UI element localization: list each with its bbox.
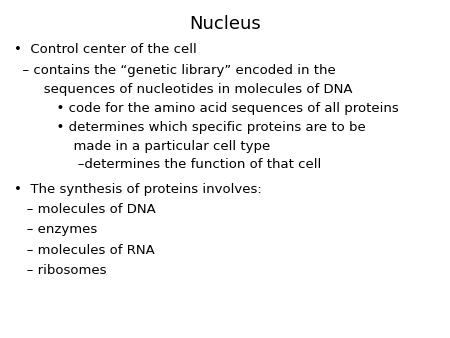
Text: – enzymes: – enzymes bbox=[14, 223, 97, 236]
Text: –determines the function of that cell: –determines the function of that cell bbox=[14, 158, 321, 171]
Text: made in a particular cell type: made in a particular cell type bbox=[14, 140, 270, 152]
Text: sequences of nucleotides in molecules of DNA: sequences of nucleotides in molecules of… bbox=[14, 83, 352, 96]
Text: •  The synthesis of proteins involves:: • The synthesis of proteins involves: bbox=[14, 183, 261, 196]
Text: Nucleus: Nucleus bbox=[189, 15, 261, 33]
Text: • determines which specific proteins are to be: • determines which specific proteins are… bbox=[14, 121, 365, 134]
Text: •  Control center of the cell: • Control center of the cell bbox=[14, 43, 196, 55]
Text: – molecules of DNA: – molecules of DNA bbox=[14, 203, 155, 216]
Text: – ribosomes: – ribosomes bbox=[14, 264, 106, 277]
Text: – contains the “genetic library” encoded in the: – contains the “genetic library” encoded… bbox=[14, 65, 335, 77]
Text: • code for the amino acid sequences of all proteins: • code for the amino acid sequences of a… bbox=[14, 102, 398, 115]
Text: – molecules of RNA: – molecules of RNA bbox=[14, 244, 154, 257]
